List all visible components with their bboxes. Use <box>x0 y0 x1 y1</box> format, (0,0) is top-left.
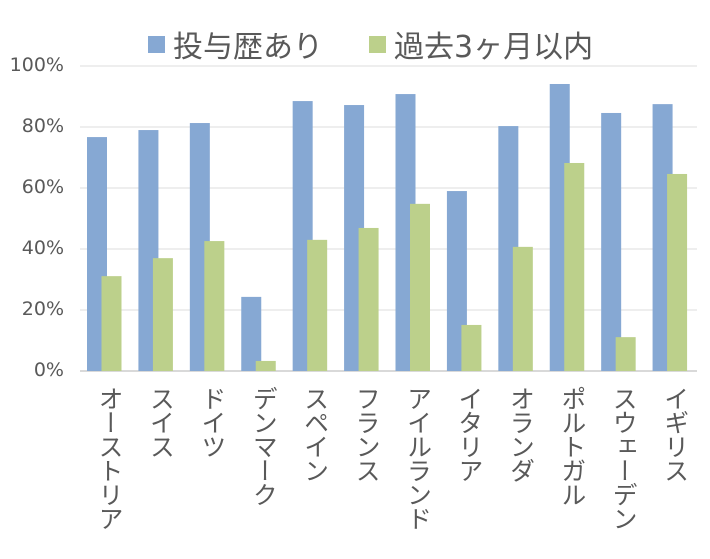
legend-item-series-1: 過去3ヶ月以内 <box>369 22 593 66</box>
bar-last-3-months-9 <box>564 162 585 371</box>
x-tick-label: ポルトガル <box>557 386 587 506</box>
y-tick-label: 0% <box>33 359 64 381</box>
x-tick-label: スウェーデン <box>609 386 639 530</box>
bar-last-3-months-5 <box>358 227 379 371</box>
x-tick-label: スペイン <box>300 386 330 482</box>
bar-last-3-months-1 <box>152 258 173 371</box>
legend-label-series-1: 過去3ヶ月以内 <box>394 30 594 65</box>
x-tick-label: イタリア <box>454 386 484 482</box>
bar-last-3-months-6 <box>410 203 430 371</box>
bar-last-3-months-8 <box>512 246 533 371</box>
bar-last-3-months-10 <box>615 337 636 371</box>
legend-swatch-series-0 <box>148 35 165 53</box>
x-tick-label: イギリス <box>660 386 690 482</box>
legend-item-series-0: 投与歴あり <box>148 22 323 66</box>
x-tick-label: オランダ <box>506 386 536 482</box>
bar-last-3-months-7 <box>461 324 482 371</box>
bar-prior-use-3 <box>241 296 262 371</box>
y-tick-label: 80% <box>21 115 64 137</box>
legend-label-series-0: 投与歴あり <box>173 30 323 65</box>
bar-last-3-months-0 <box>101 276 122 371</box>
legend: 投与歴あり 過去3ヶ月以内 <box>148 22 639 66</box>
x-tick-label: ドイツ <box>197 386 227 458</box>
bar-last-3-months-3 <box>255 360 276 371</box>
bar-last-3-months-2 <box>204 241 225 371</box>
legend-swatch-series-1 <box>369 35 386 53</box>
x-tick-label: スイス <box>146 386 176 458</box>
x-tick-label: オーストリア <box>95 386 124 530</box>
x-tick-label: アイルランド <box>403 386 433 530</box>
y-tick-label: 40% <box>21 237 64 259</box>
x-tick-label: フランス <box>352 386 382 482</box>
bar-last-3-months-11 <box>667 173 688 371</box>
bar-last-3-months-4 <box>307 239 328 371</box>
y-tick-label: 100% <box>9 54 64 76</box>
y-tick-label: 60% <box>21 176 64 198</box>
y-tick-label: 20% <box>21 298 64 320</box>
x-tick-label: デンマーク <box>249 386 279 506</box>
bar-prior-use-10 <box>601 112 622 371</box>
